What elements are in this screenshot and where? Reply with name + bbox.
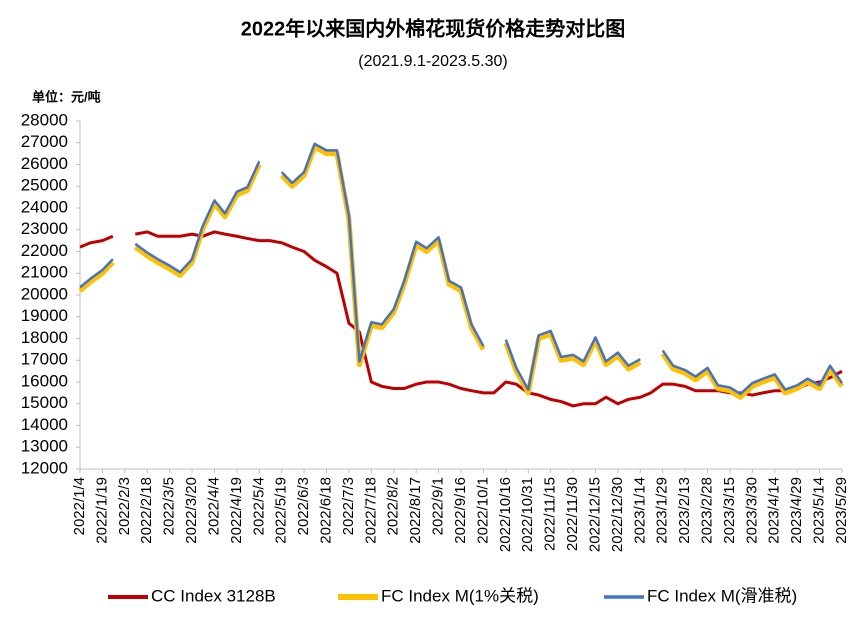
x-tick-label: 2022/1/19 [93, 477, 110, 544]
y-tick-label: 12000 [21, 458, 68, 477]
y-tick-label: 21000 [21, 263, 68, 282]
y-tick-label: 15000 [21, 393, 68, 412]
x-tick-label: 2022/4/4 [205, 477, 222, 535]
x-tick-label: 2022/10/1 [474, 477, 491, 544]
x-tick-label: 2023/1/14 [631, 477, 648, 544]
x-tick-label: 2022/8/2 [385, 477, 402, 535]
x-tick-label: 2023/5/14 [811, 477, 828, 544]
x-tick-label: 2022/10/16 [497, 477, 514, 552]
data-line [79, 142, 844, 396]
x-tick-label: 2022/11/15 [542, 477, 559, 551]
legend-label: FC Index M(1%关税) [381, 586, 539, 605]
x-tick-label: 2022/8/17 [407, 477, 424, 544]
y-tick-label: 26000 [21, 154, 68, 173]
x-tick-label: 2022/12/30 [609, 477, 626, 552]
y-tick-label: 18000 [21, 328, 68, 347]
x-tick-label: 2022/6/3 [295, 477, 312, 535]
x-tick-label: 2022/3/5 [161, 477, 178, 535]
y-tick-label: 17000 [21, 350, 68, 369]
x-tick-label: 2022/2/3 [116, 477, 133, 535]
x-tick-label: 2022/9/1 [430, 477, 447, 535]
x-tick-label: 2023/4/14 [766, 477, 783, 544]
y-tick-label: 13000 [21, 437, 68, 456]
x-tick-label: 2023/3/15 [721, 477, 738, 544]
y-tick-label: 14000 [21, 415, 68, 434]
x-tick-label: 2022/7/3 [340, 477, 357, 535]
x-tick-label: 2023/4/29 [788, 477, 805, 544]
y-tick-label: 23000 [21, 219, 68, 238]
x-tick-label: 2023/2/13 [676, 477, 693, 544]
x-tick-label: 2022/10/31 [519, 477, 536, 552]
x-tick-label: 2022/3/20 [183, 477, 200, 544]
y-tick-label: 19000 [21, 306, 68, 325]
x-tick-label: 2022/5/4 [250, 477, 267, 535]
x-tick-label: 2022/11/30 [564, 477, 581, 551]
y-tick-label: 27000 [21, 132, 68, 151]
x-tick-label: 2022/1/4 [71, 477, 88, 535]
x-tick-label: 2023/2/28 [698, 477, 715, 544]
unit-label: 单位：元/吨 [32, 89, 101, 104]
chart-title: 2022年以来国内外棉花现货价格走势对比图 [241, 16, 626, 40]
x-tick-label: 2022/9/16 [452, 477, 469, 544]
y-tick-label: 24000 [21, 197, 68, 216]
x-tick-label: 2022/4/19 [228, 477, 245, 544]
y-tick-label: 28000 [21, 110, 68, 129]
x-tick-label: 2022/7/18 [362, 477, 379, 544]
x-tick-label: 2022/5/19 [273, 477, 290, 544]
y-tick-label: 22000 [21, 241, 68, 260]
x-tick-label: 2022/6/18 [317, 477, 334, 544]
x-tick-label: 2023/5/29 [833, 477, 850, 544]
x-tick-label: 2022/12/15 [586, 477, 603, 552]
y-tick-label: 16000 [21, 371, 68, 390]
legend-label: FC Index M(滑准税) [647, 586, 797, 605]
y-tick-label: 20000 [21, 284, 68, 303]
y-tick-label: 25000 [21, 176, 68, 195]
legend-label: CC Index 3128B [151, 586, 276, 605]
data-line [78, 144, 845, 400]
x-tick-label: 2023/1/29 [654, 477, 671, 544]
chart-subtitle: (2021.9.1-2023.5.30) [358, 53, 507, 70]
x-tick-label: 2023/3/30 [743, 477, 760, 544]
x-tick-label: 2022/2/18 [138, 477, 155, 544]
